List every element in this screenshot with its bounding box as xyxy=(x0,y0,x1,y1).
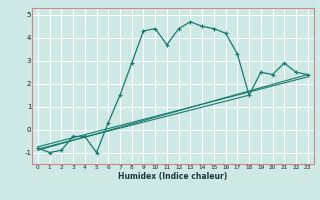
X-axis label: Humidex (Indice chaleur): Humidex (Indice chaleur) xyxy=(118,172,228,181)
